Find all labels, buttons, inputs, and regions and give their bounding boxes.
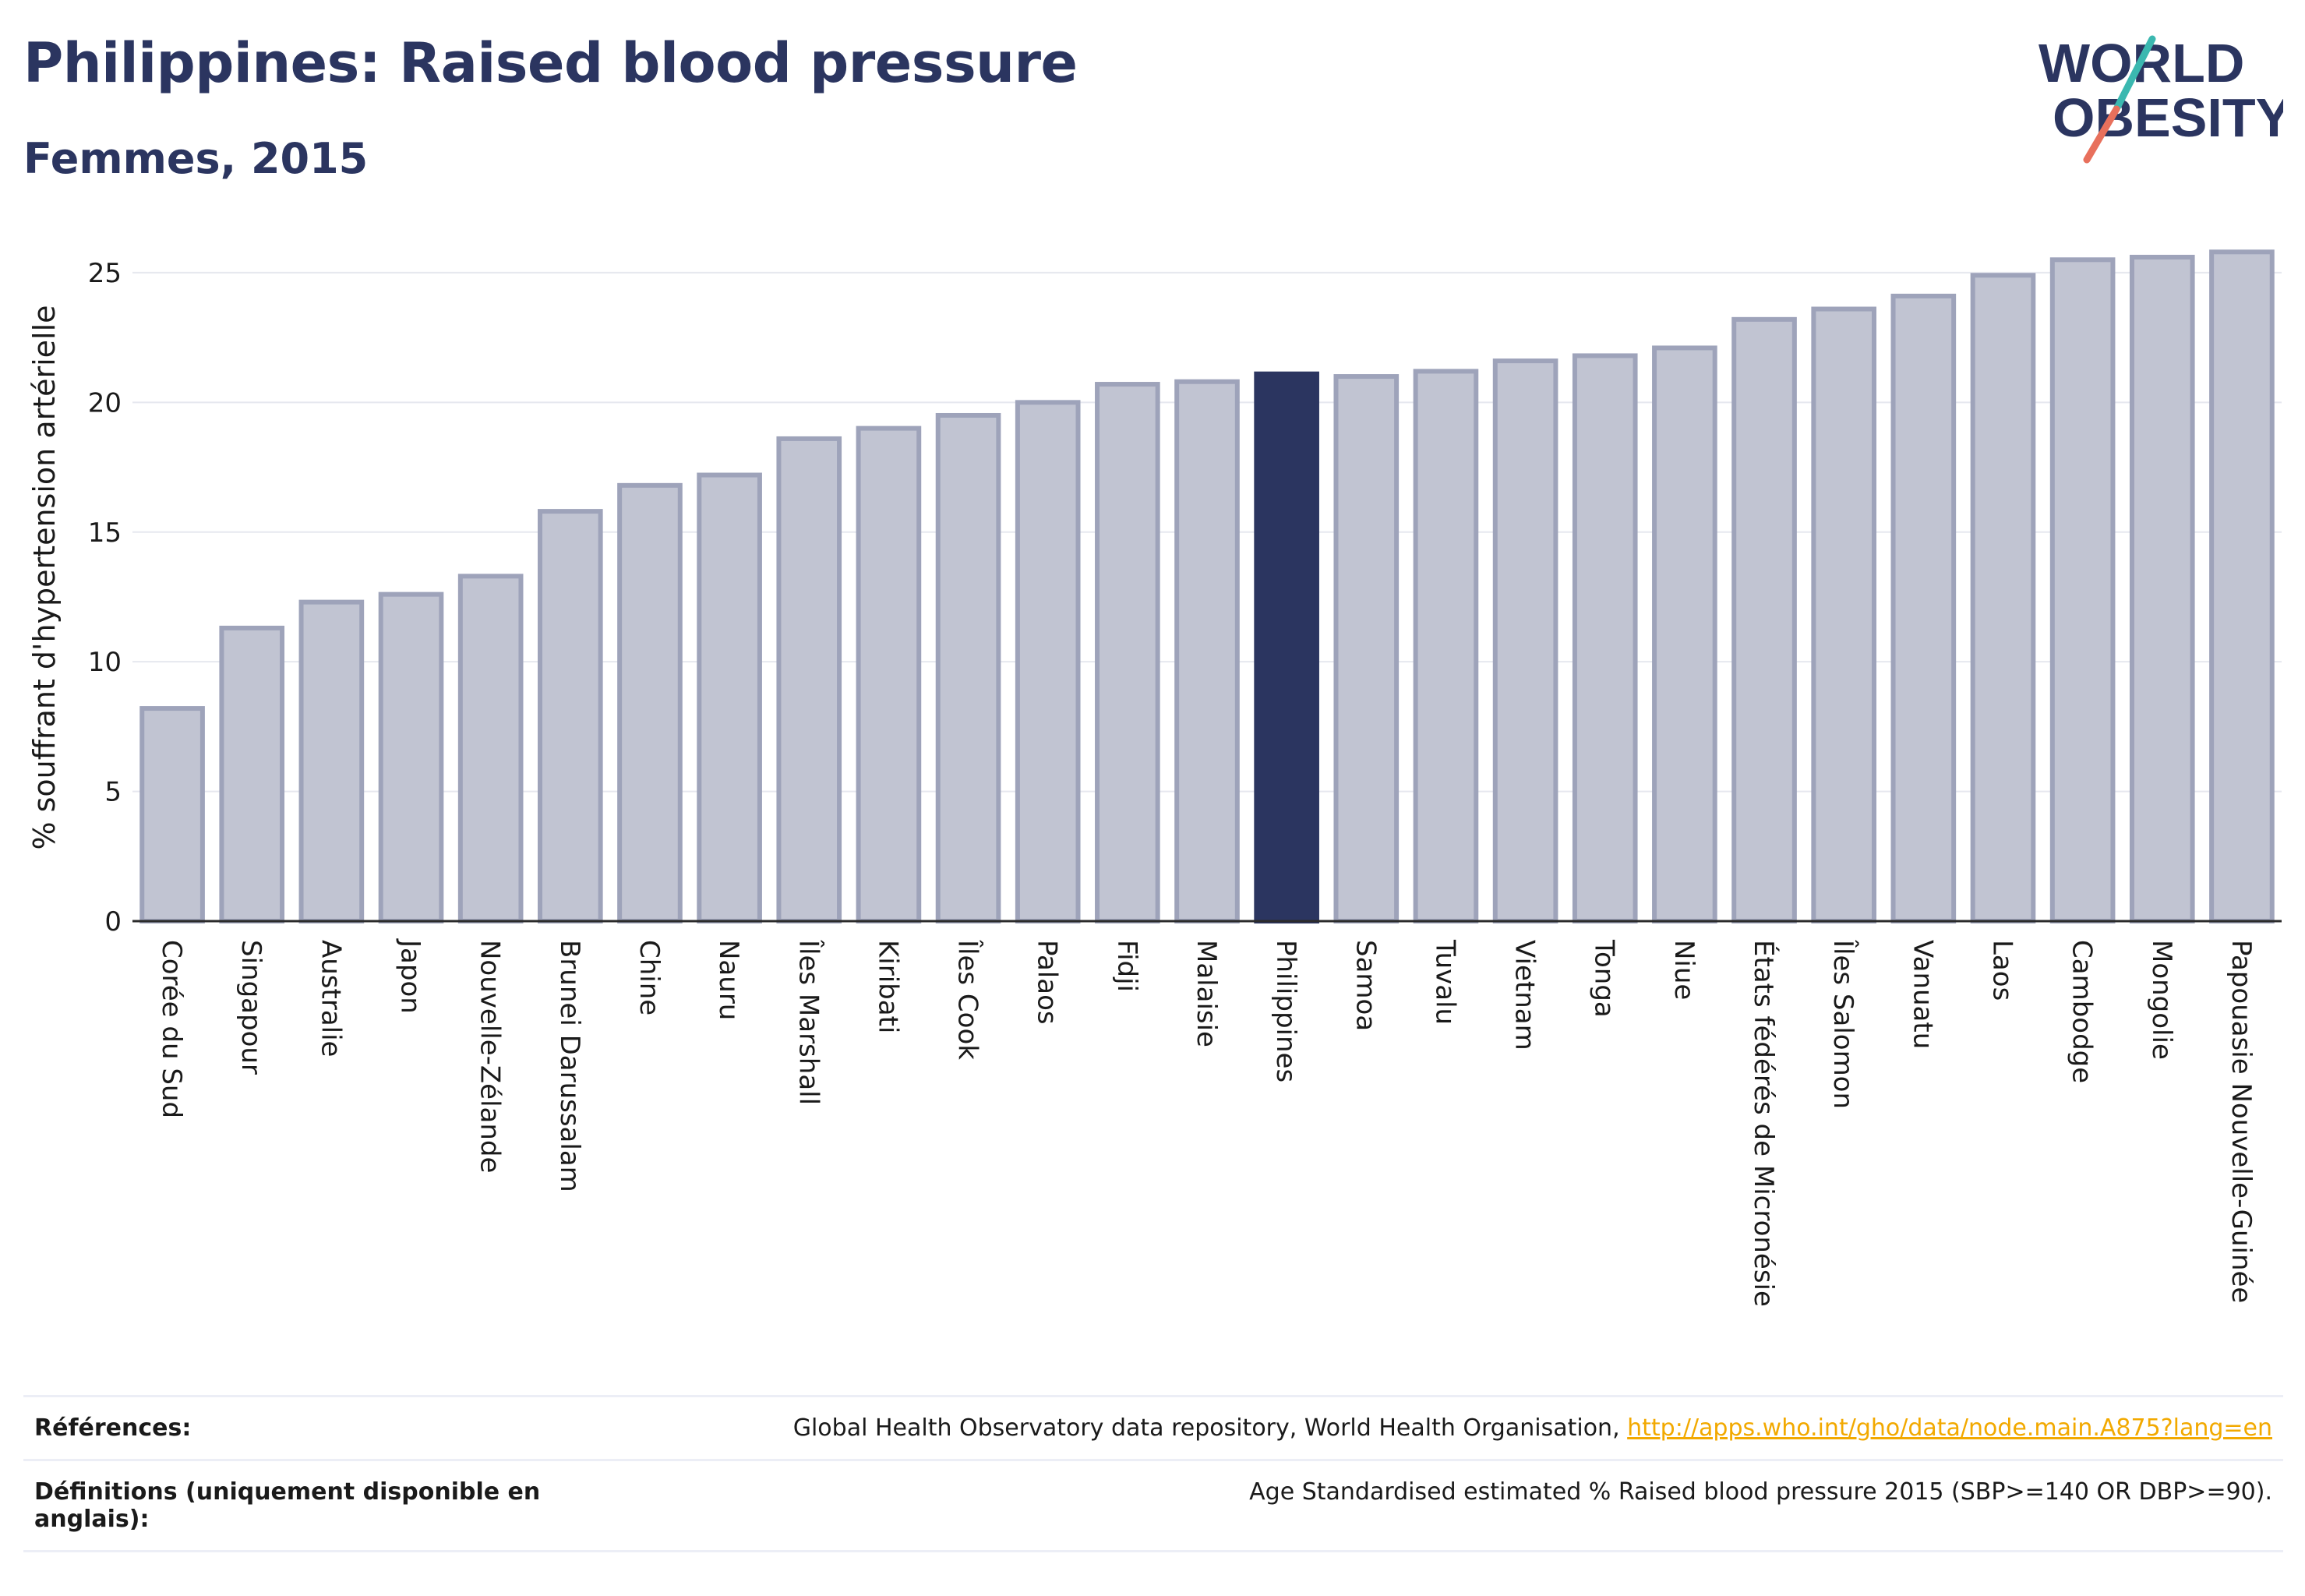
x-tick-label: Samoa <box>1350 940 1381 1031</box>
references-text: Global Health Observatory data repositor… <box>792 1414 1628 1442</box>
bar-4 <box>457 574 524 924</box>
chart-subtitle: Femmes, 2015 <box>23 134 369 183</box>
x-tick-label: Corée du Sud <box>156 940 187 1118</box>
definitions-row: Définitions (uniquement disponible en an… <box>23 1459 2283 1552</box>
bar-11 <box>1015 400 1081 923</box>
bar-15 <box>1333 374 1400 924</box>
x-tick-label: Vanuatu <box>1907 940 1938 1049</box>
y-tick-label: 5 <box>104 777 122 808</box>
bar-6 <box>617 482 683 923</box>
x-tick-label: Nauru <box>713 940 744 1020</box>
bar-18 <box>1572 353 1638 923</box>
bar-chart: 0 5 10 15 20 25 Corée du Sud Singapour Australi… <box>27 249 2282 1307</box>
logo-slash-teal <box>2113 35 2156 113</box>
definitions-label: Définitions (uniquement disponible en an… <box>23 1459 575 1552</box>
x-tick-label: Brunei Darussalam <box>554 940 585 1192</box>
bar-16 <box>1413 369 1479 923</box>
bar-22 <box>1890 293 1957 923</box>
references-link[interactable]: http://apps.who.int/gho/data/node.main.A… <box>1627 1414 2272 1442</box>
bar-14 <box>1254 371 1319 924</box>
x-tick-label: États fédérés de Micronésie <box>1748 940 1780 1307</box>
bar-20 <box>1731 316 1797 923</box>
logo-slash-coral <box>2083 105 2120 164</box>
references-value: Global Health Observatory data repositor… <box>575 1395 2283 1460</box>
x-tick-label: Chine <box>634 940 665 1015</box>
x-tick-label: Papouasie Nouvelle-Guinée <box>2226 940 2257 1303</box>
x-tick-label: Niue <box>1668 940 1700 1000</box>
y-tick-label: 15 <box>88 517 122 549</box>
bar-7 <box>697 472 762 923</box>
bar-19 <box>1652 345 1717 923</box>
y-tick-label: 20 <box>88 387 122 418</box>
references-table: Références: Global Health Observatory da… <box>23 1395 2283 1552</box>
y-tick-label: 0 <box>104 906 122 937</box>
bar-26 <box>2209 249 2275 924</box>
bar-2 <box>298 599 365 924</box>
bar-1 <box>219 625 285 924</box>
bar-0 <box>139 706 205 923</box>
logo-line2: OBESITY <box>2053 87 2283 148</box>
bar-10 <box>935 412 1001 923</box>
x-tick-label: Kiribati <box>872 940 903 1033</box>
bar-17 <box>1492 358 1558 923</box>
x-tick-label: Îles Marshall <box>792 939 824 1105</box>
x-tick-label: Mongolie <box>2146 940 2177 1060</box>
x-tick-label: Malaisie <box>1191 940 1222 1047</box>
chart-title: Philippines: Raised blood pressure <box>23 31 1078 95</box>
x-tick-label: Nouvelle-Zélande <box>475 940 506 1173</box>
x-tick-label: Îles Salomon <box>1827 939 1859 1109</box>
bar-9 <box>856 425 922 923</box>
references-row: Références: Global Health Observatory da… <box>23 1395 2283 1460</box>
y-tick-labels: 0 5 10 15 20 25 <box>88 258 122 937</box>
x-tick-label: Palaos <box>1032 940 1063 1025</box>
bar-25 <box>2129 254 2195 923</box>
x-tick-label: Vietnam <box>1509 940 1541 1050</box>
x-tick-label: Tuvalu <box>1429 939 1460 1025</box>
x-tick-label: Îles Cook <box>952 939 984 1060</box>
bar-8 <box>776 436 842 923</box>
bar-13 <box>1174 379 1240 923</box>
bar-12 <box>1095 382 1160 923</box>
x-tick-label: Cambodge <box>2067 940 2098 1083</box>
x-tick-label: Fidji <box>1111 940 1142 992</box>
bar-5 <box>537 509 603 923</box>
x-tick-label: Japon <box>395 938 426 1014</box>
y-axis-label: % souffrant d'hypertension artérielle <box>27 305 62 849</box>
y-tick-label: 25 <box>88 258 122 289</box>
x-tick-label: Singapour <box>235 940 267 1075</box>
bar-23 <box>1970 273 2036 924</box>
x-tick-label: Australie <box>315 940 346 1057</box>
bar-24 <box>2049 257 2116 923</box>
bar-21 <box>1811 306 1877 923</box>
x-tick-label: Tonga <box>1589 939 1620 1018</box>
bar-3 <box>378 591 444 923</box>
references-label: Références: <box>23 1395 575 1460</box>
x-tick-label: Philippines <box>1270 940 1301 1082</box>
world-obesity-logo: WORLD OBESITY <box>2038 33 2283 164</box>
y-tick-label: 10 <box>88 647 122 678</box>
x-tick-labels: Corée du Sud Singapour Australie Japon Nouve… <box>156 938 2257 1307</box>
bars <box>139 249 2275 924</box>
x-tick-label: Laos <box>1986 940 2017 1001</box>
definitions-value: Age Standardised estimated % Raised bloo… <box>575 1459 2283 1552</box>
